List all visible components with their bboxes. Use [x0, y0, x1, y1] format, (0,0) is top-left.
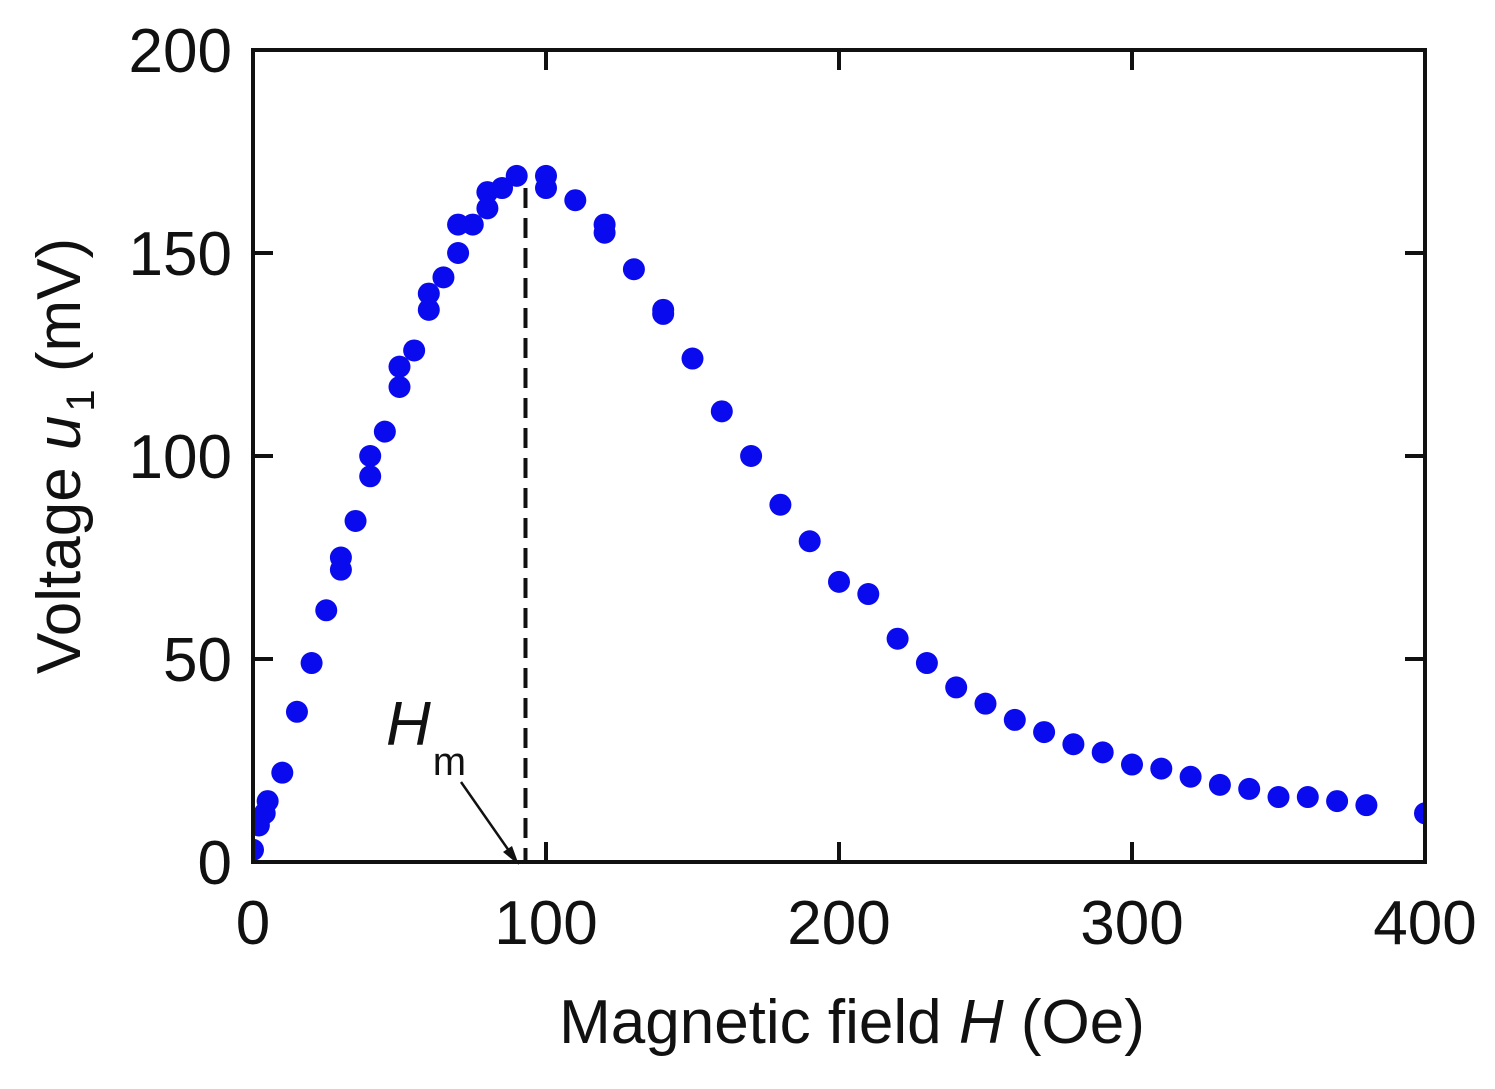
data-point	[1150, 757, 1173, 780]
y-axis-title-var: u	[25, 416, 94, 450]
hm-label-var: H	[386, 690, 431, 759]
data-point	[769, 493, 792, 516]
data-point	[828, 570, 850, 593]
x-tick-label: 400	[1373, 889, 1476, 958]
data-point	[417, 298, 440, 321]
data-point	[1296, 786, 1319, 809]
data-point	[359, 445, 382, 467]
data-point	[447, 242, 470, 264]
data-point	[388, 375, 411, 398]
data-point	[1355, 794, 1378, 817]
data-point	[253, 838, 264, 861]
data-point	[476, 197, 499, 220]
data-point	[1033, 721, 1056, 744]
data-point	[974, 692, 997, 715]
data-point	[1208, 773, 1231, 796]
data-point	[1238, 777, 1261, 800]
data-point	[681, 347, 704, 370]
hm-label-subscript: m	[433, 740, 466, 784]
data-point	[1121, 753, 1143, 776]
data-point	[505, 164, 528, 187]
hm-arrow-line	[459, 781, 516, 859]
x-axis-title-prefix: Magnetic field	[559, 988, 959, 1057]
x-tick-label: 300	[1080, 889, 1183, 958]
data-point	[329, 546, 352, 569]
x-tick-label: 0	[236, 889, 270, 958]
data-point	[417, 282, 440, 305]
data-point	[593, 213, 616, 236]
data-point	[491, 177, 514, 200]
x-axis-title-suffix: (Oe)	[1004, 988, 1145, 1057]
tick-labels: 0 100 200 300 400 0 50 100 150 200	[129, 17, 1477, 958]
data-point	[857, 583, 880, 606]
data-point	[1091, 741, 1114, 764]
data-point	[915, 652, 938, 675]
data-point	[359, 465, 382, 488]
y-tick-label: 150	[129, 220, 232, 289]
data-point	[1326, 790, 1349, 813]
data-point	[285, 700, 308, 723]
data-point	[271, 761, 294, 784]
hm-label: Hm	[386, 690, 466, 784]
data-point	[710, 400, 733, 423]
x-axis-title-var: H	[959, 988, 1004, 1057]
axis-ticks	[251, 48, 1427, 864]
data-point	[622, 258, 645, 281]
data-point	[388, 355, 411, 378]
hm-annotation: Hm	[386, 690, 519, 865]
data-point	[300, 652, 323, 675]
data-point	[373, 420, 396, 443]
data-point	[740, 445, 763, 467]
y-tick-label: 50	[163, 626, 232, 695]
data-point	[652, 298, 675, 321]
data-markers	[253, 164, 1425, 861]
y-tick-label: 100	[129, 423, 232, 492]
y-tick-label: 0	[198, 829, 232, 898]
data-point	[535, 164, 557, 187]
x-axis-title: Magnetic field H (Oe)	[559, 988, 1145, 1057]
data-point	[461, 213, 484, 236]
data-point	[1179, 765, 1202, 788]
data-point	[1414, 802, 1425, 825]
x-tick-label: 100	[494, 889, 597, 958]
data-point	[798, 530, 821, 553]
y-axis-title-subscript: 1	[59, 389, 103, 411]
y-axis-title: Voltage u 1 (mV)	[25, 238, 103, 674]
hm-arrow-head	[503, 846, 519, 865]
data-point	[1062, 733, 1085, 756]
data-point	[1003, 708, 1026, 731]
data-point	[403, 339, 426, 362]
data-point	[886, 627, 909, 650]
data-point	[945, 676, 968, 699]
y-axis-title-suffix: (mV)	[25, 238, 94, 390]
x-tick-label: 200	[787, 889, 890, 958]
data-point	[564, 189, 587, 212]
data-point	[344, 509, 367, 532]
y-axis-title-prefix: Voltage	[25, 450, 94, 674]
y-tick-label: 200	[129, 17, 232, 86]
data-point	[256, 790, 279, 813]
data-point	[1267, 786, 1290, 809]
data-point	[315, 599, 338, 622]
data-point	[432, 266, 455, 289]
